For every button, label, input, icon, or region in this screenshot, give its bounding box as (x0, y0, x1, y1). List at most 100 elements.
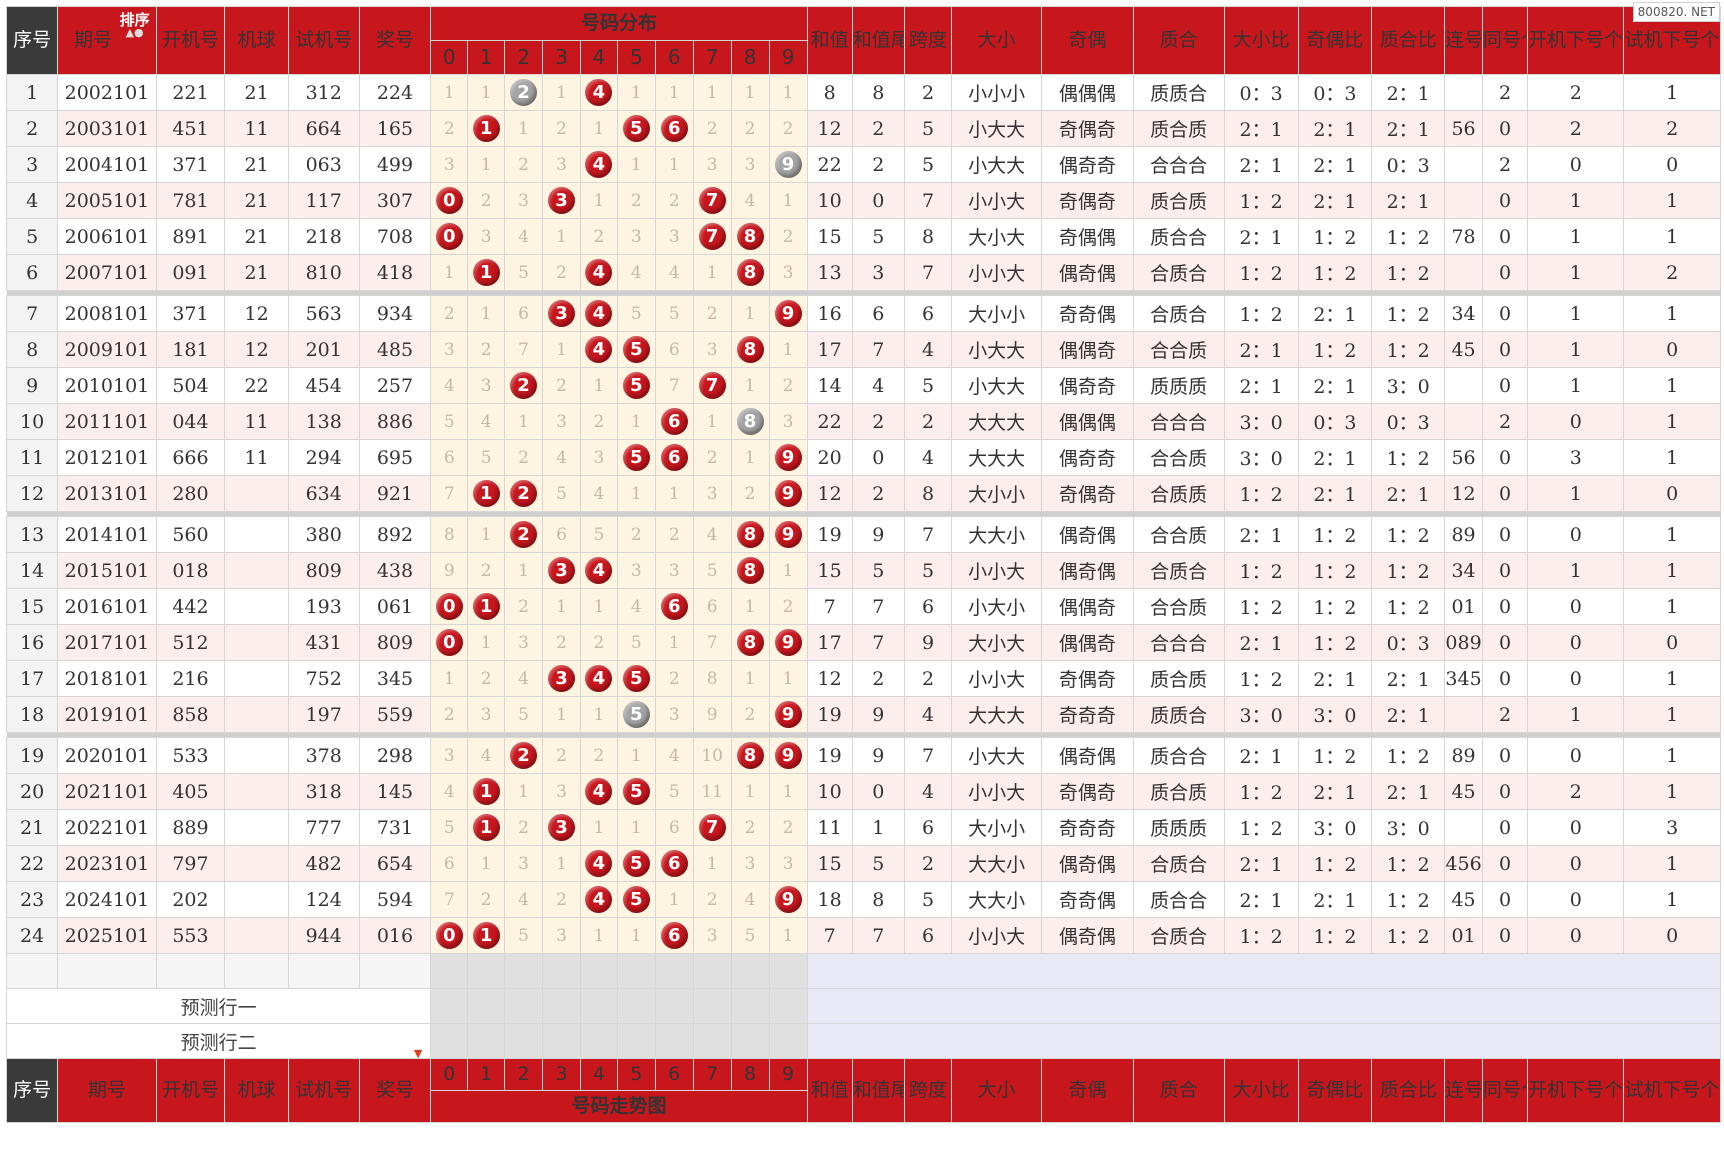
omission-count: 3 (593, 447, 605, 468)
predict-digit-cell-2[interactable] (504, 953, 544, 989)
predict-digit-cell-0[interactable] (430, 988, 469, 1024)
predict-digit-cell-0[interactable] (430, 1023, 469, 1059)
predict-digit-cell-0[interactable] (430, 953, 469, 989)
row-draw-next-count: 0 (1527, 660, 1625, 697)
table-row: 7 2008101 371 12 563 934 2 1 6 3 4 5 5 2 1 9 16 6 6 大小小 奇奇偶合… (5, 295, 1721, 332)
hit-ball: 6 (660, 922, 688, 949)
predict-input-cell[interactable] (57, 953, 157, 989)
row-draw-next-count: 1 (1527, 254, 1625, 291)
predict-digit-cell-8[interactable] (730, 988, 770, 1024)
omission-count: 3 (706, 154, 718, 175)
omission-count: 8 (706, 668, 718, 689)
dist-cell-9: 9 (768, 881, 808, 918)
dist-cell-3: 2 (542, 881, 581, 918)
row-consecutive (1444, 182, 1483, 219)
dist-cell-5: 3 (616, 552, 656, 589)
row-trial-number: 809 (287, 552, 360, 589)
row-consecutive (1444, 254, 1483, 291)
predict-digit-cell-9[interactable] (768, 1023, 808, 1059)
omission-count: 2 (706, 118, 718, 139)
predict-row-blank[interactable] (5, 953, 1722, 989)
row-trial-next-count: 0 (1623, 624, 1721, 661)
table-row: 5 2006101 891 21 218 708 0 3 4 1 2 3 3 7 8 2 15 5 8 大小大 奇偶偶质… (5, 218, 1721, 255)
omission-count: 4 (518, 226, 529, 247)
row-sum-tail: 9 (851, 696, 905, 733)
dist-cell-6: 5 (654, 295, 694, 332)
row-oddeven-pattern: 偶偶奇 (1041, 624, 1134, 661)
predict-input-cell[interactable] (358, 953, 432, 989)
row-sum: 17 (806, 331, 853, 368)
row-size-pattern: 大大小 (951, 881, 1043, 918)
row-same-count: 0 (1481, 182, 1529, 219)
hit-ball: 9 (774, 480, 802, 507)
row-oe-ratio: 2：1 (1297, 367, 1373, 404)
predict-input-cell[interactable] (287, 953, 360, 989)
dist-cell-3: 3 (542, 809, 581, 846)
hit-ball: 1 (472, 922, 500, 949)
row-seq: 6 (5, 254, 59, 291)
predict-digit-cell-4[interactable] (579, 953, 618, 989)
header-consec: 连号 (1444, 6, 1483, 75)
predict-digit-cell-9[interactable] (768, 953, 808, 989)
omission-count: 1 (480, 632, 492, 653)
predict-digit-cell-3[interactable] (542, 988, 581, 1024)
predict-digit-cell-9[interactable] (768, 988, 808, 1024)
predict-digit-cell-8[interactable] (730, 953, 770, 989)
dist-cell-0: 1 (430, 254, 469, 291)
predict-digit-cell-2[interactable] (504, 988, 544, 1024)
row-sum-tail: 7 (851, 624, 905, 661)
row-span: 5 (903, 367, 953, 404)
omission-count: 4 (518, 668, 529, 689)
predict-input-cell[interactable] (5, 953, 59, 989)
predict-digit-cell-2[interactable] (504, 1023, 544, 1059)
row-trial-number: 664 (287, 110, 360, 147)
predict-input-cell[interactable] (224, 953, 289, 989)
predict-digit-cell-7[interactable] (692, 953, 732, 989)
row-prize-number: 307 (358, 182, 432, 219)
predict-row-one[interactable]: 预测行一 (5, 988, 1722, 1024)
omission-count: 2 (782, 375, 794, 396)
predict-digit-cell-6[interactable] (654, 988, 694, 1024)
dist-cell-2: 2 (504, 737, 544, 774)
predict-digit-cell-3[interactable] (542, 1023, 581, 1059)
predict-digit-cell-4[interactable] (579, 1023, 618, 1059)
predict-digit-cell-8[interactable] (730, 1023, 770, 1059)
omission-count: 1 (480, 524, 492, 545)
predict-digit-cell-6[interactable] (654, 1023, 694, 1059)
predict-row-two[interactable]: 预测行二 ▼ (5, 1023, 1722, 1059)
row-machine-ball (224, 475, 289, 512)
predict-digit-cell-3[interactable] (542, 953, 581, 989)
row-trial-number: 218 (287, 218, 360, 255)
omission-count: 1 (480, 853, 492, 874)
predict-digit-cell-1[interactable] (467, 953, 506, 989)
predict-digit-cell-5[interactable] (616, 988, 656, 1024)
predict-digit-cell-4[interactable] (579, 988, 618, 1024)
dist-cell-3: 3 (542, 773, 581, 810)
predict-row-label-text: 预测行二 (180, 1031, 257, 1054)
header-seq: 序号 (5, 6, 59, 75)
predict-digit-cell-5[interactable] (616, 1023, 656, 1059)
dist-cell-2: 6 (504, 295, 544, 332)
predict-digit-cell-5[interactable] (616, 953, 656, 989)
row-sum-tail: 6 (851, 295, 905, 332)
row-trial-number: 197 (287, 696, 360, 733)
predict-digit-cell-1[interactable] (467, 1023, 506, 1059)
omission-count: 2 (593, 411, 605, 432)
row-size-ratio: 3：0 (1223, 439, 1299, 476)
row-prime-pattern: 合质质 (1132, 475, 1225, 512)
omission-count: 5 (480, 447, 492, 468)
row-prize-number: 731 (358, 809, 432, 846)
omission-count: 1 (782, 82, 794, 103)
dist-cell-2: 5 (504, 254, 544, 291)
header-digit-6: 6 (654, 40, 694, 75)
sort-button[interactable]: 排序 ▲● (120, 13, 150, 39)
omission-count: 3 (480, 375, 492, 396)
predict-digit-cell-1[interactable] (467, 988, 506, 1024)
predict-digit-cell-7[interactable] (692, 1023, 732, 1059)
row-oddeven-pattern: 奇偶奇 (1041, 773, 1134, 810)
predict-input-cell[interactable] (155, 953, 226, 989)
predict-digit-cell-7[interactable] (692, 988, 732, 1024)
arrow-down-icon[interactable]: ▼ (413, 1047, 423, 1059)
dist-cell-0: 0 (430, 218, 469, 255)
predict-digit-cell-6[interactable] (654, 953, 694, 989)
